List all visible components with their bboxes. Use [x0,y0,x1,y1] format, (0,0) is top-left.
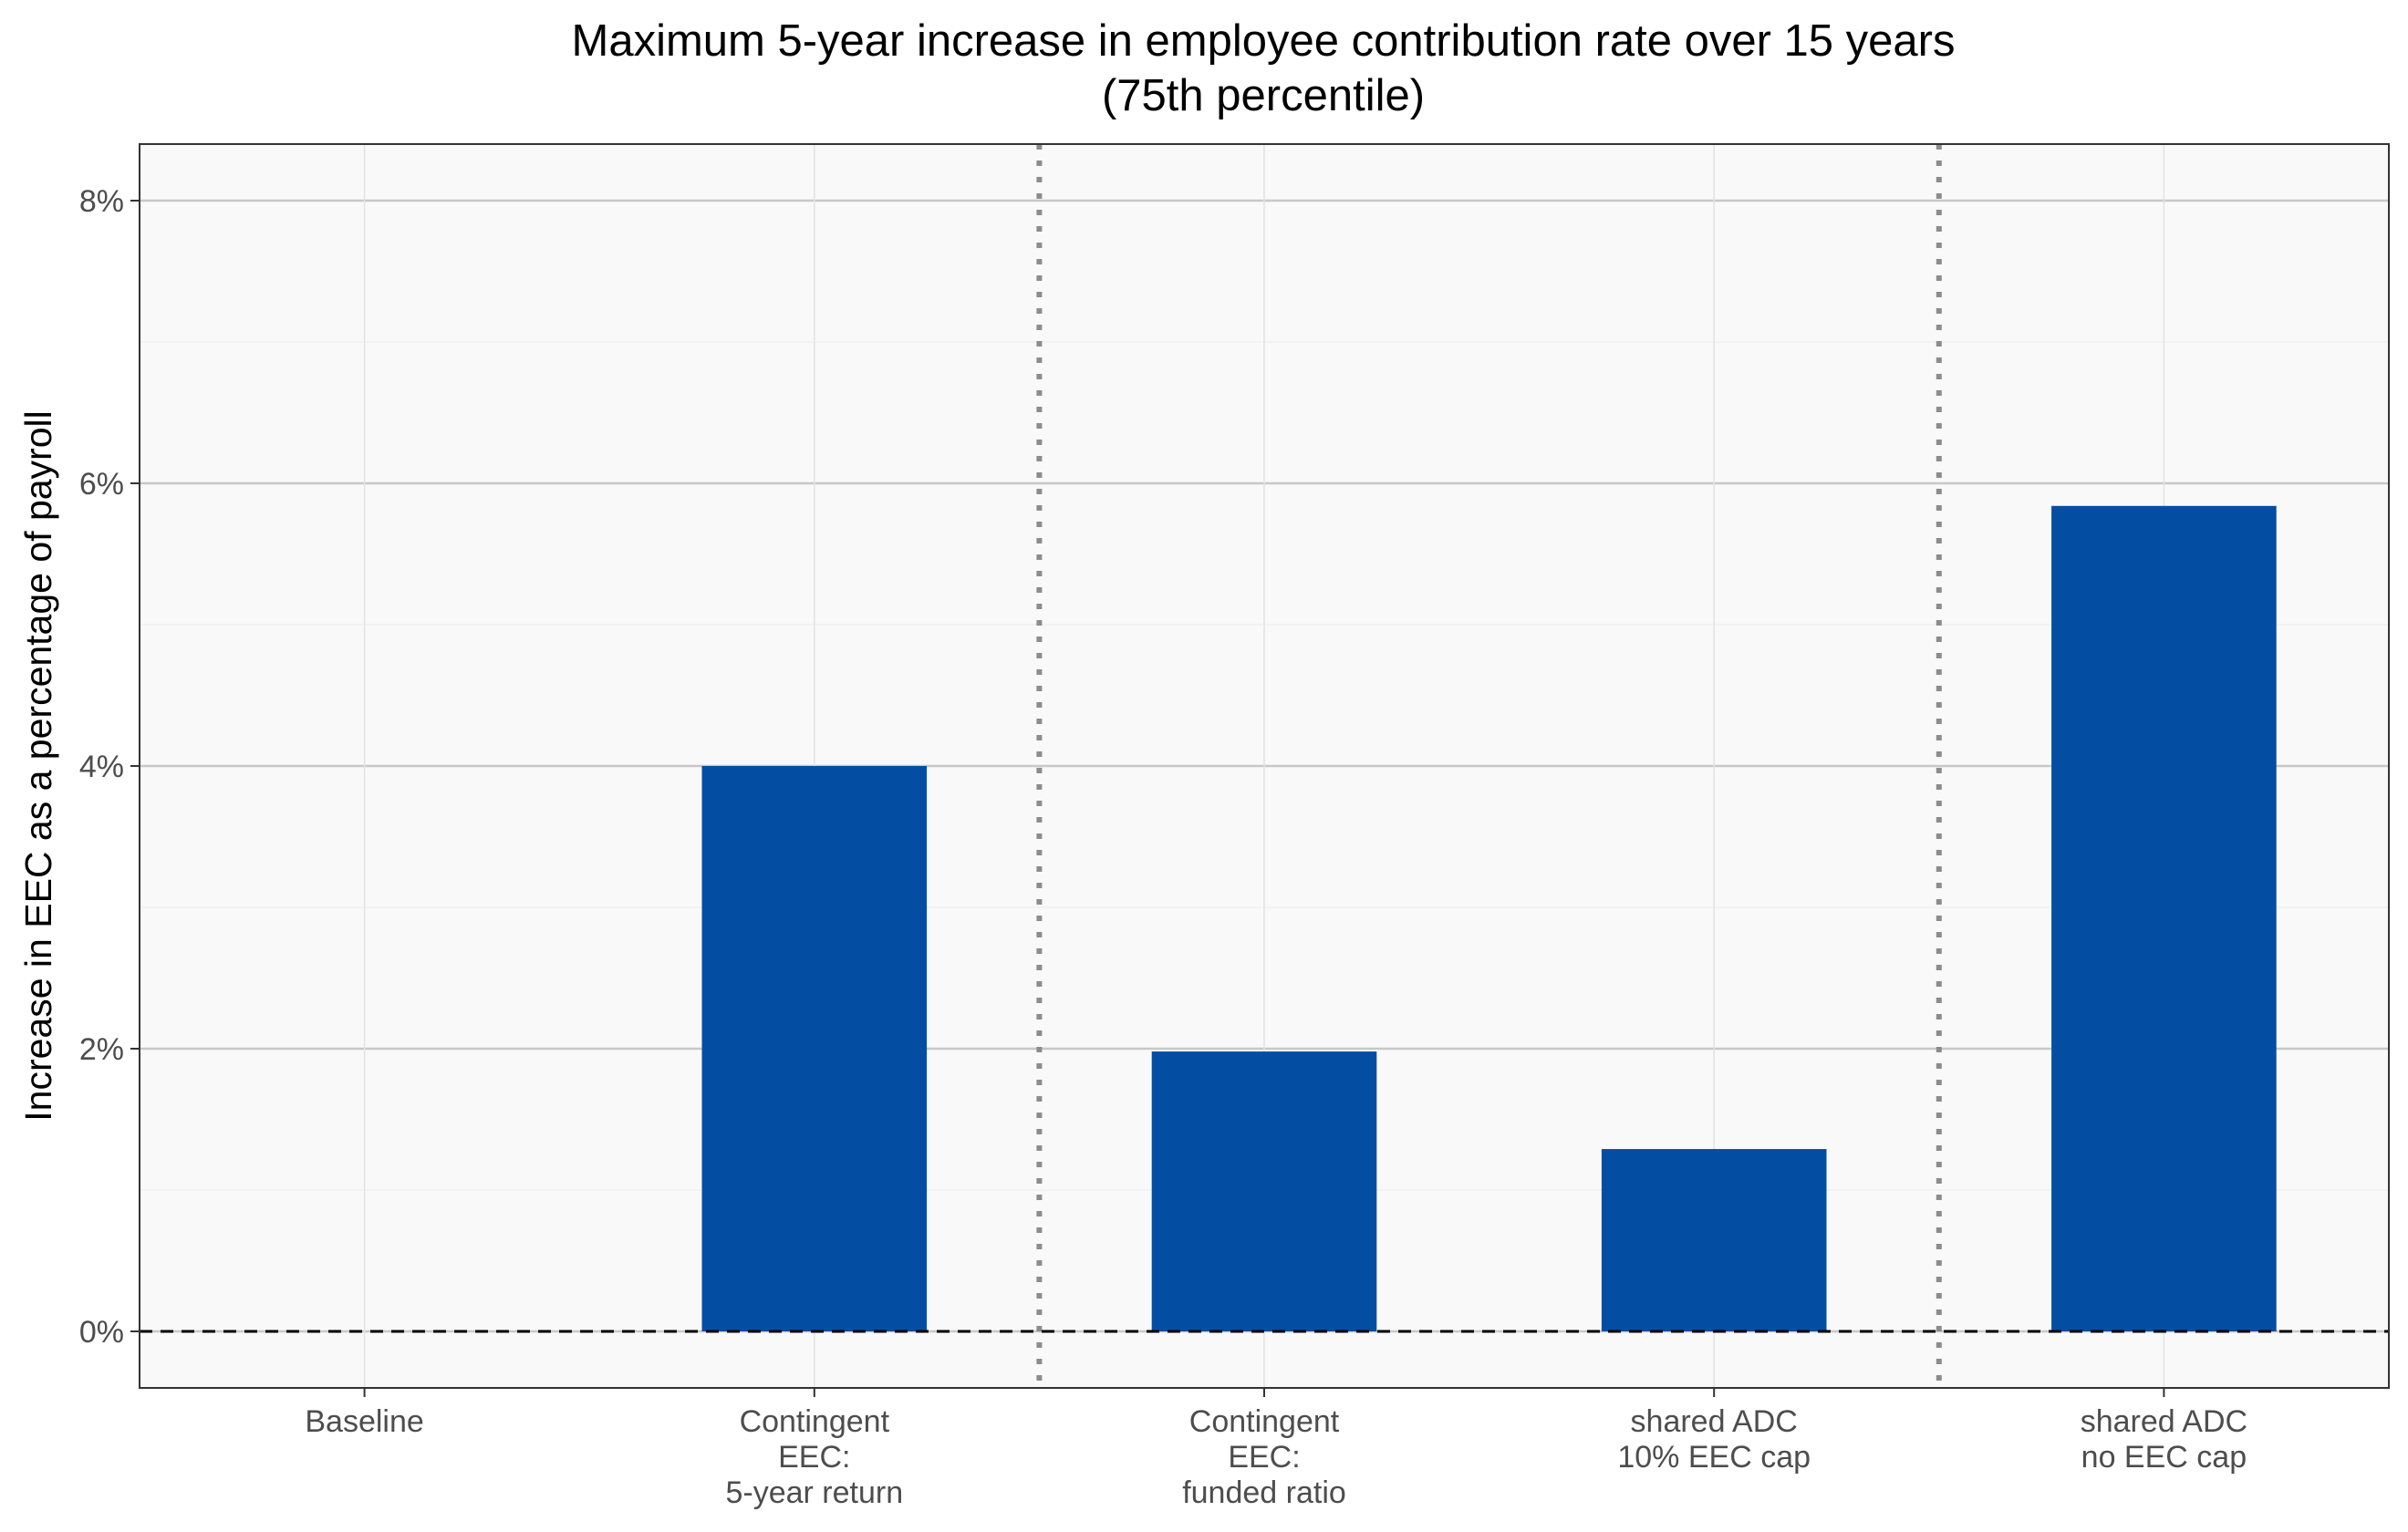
x-tick-label: shared ADC 10% EEC cap [1617,1404,1811,1475]
x-axis: Baseline Contingent EEC: 5-year return Conti… [305,1388,2247,1510]
x-tick-label: Contingent EEC: funded ratio [1182,1404,1346,1510]
y-tick-label: 8% [79,184,124,219]
bar [1151,1051,1377,1331]
y-axis: 0% 2% 4% 6% 8% [79,184,140,1350]
chart-title: Maximum 5-year increase in employee cont… [572,16,1956,66]
bar [701,766,928,1331]
x-tick-label: Contingent EEC: 5-year return [725,1404,903,1510]
y-tick-label: 0% [79,1315,124,1350]
y-tick-label: 6% [79,467,124,502]
chart-subtitle: (75th percentile) [1102,71,1425,120]
y-tick-label: 2% [79,1032,124,1067]
bars [701,505,2277,1331]
bar [1601,1149,1827,1331]
x-tick-label: Baseline [305,1404,423,1439]
y-tick-label: 4% [79,750,124,784]
x-tick-label: shared ADC no EEC cap [2081,1404,2247,1475]
y-axis-label: Increase in EEC as a percentage of payro… [17,410,59,1121]
bar [2051,505,2277,1331]
group-separators [1036,144,1942,1388]
